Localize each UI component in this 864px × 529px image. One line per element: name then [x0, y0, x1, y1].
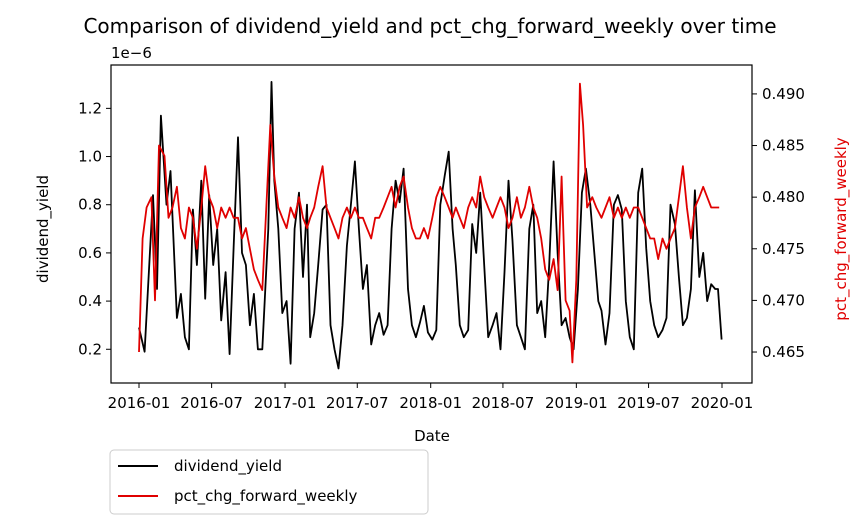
series-line-dividend-yield	[138, 81, 723, 370]
x-axis-label: Date	[414, 427, 450, 445]
legend-label-pct-chg: pct_chg_forward_weekly	[174, 487, 358, 506]
plot-frame	[110, 64, 753, 384]
legend-box	[109, 449, 429, 515]
x-tick-label: 2018-01	[399, 394, 462, 412]
left-tick-label: 1.2	[78, 99, 102, 117]
right-y-axis: 0.465 0.470 0.475 0.480 0.485 0.490	[752, 85, 805, 361]
left-tick-label: 0.2	[78, 340, 102, 358]
series-line-pct-chg-forward-weekly	[138, 82, 720, 364]
left-tick-label: 0.8	[78, 196, 102, 214]
x-axis: 2016-01 2016-07 2017-01 2017-07 2018-01 2018-…	[108, 383, 754, 412]
left-tick-label: 1.0	[78, 148, 102, 166]
right-axis-label: pct_chg_forward_weekly	[832, 137, 851, 321]
left-y-axis: 0.2 0.4 0.6 0.8 1.0 1.2	[78, 99, 111, 358]
x-tick-label: 2017-01	[254, 394, 317, 412]
right-tick-label: 0.470	[762, 291, 805, 309]
right-tick-label: 0.465	[762, 343, 805, 361]
legend: dividend_yield pct_chg_forward_weekly	[109, 449, 429, 515]
legend-label-dividend-yield: dividend_yield	[174, 457, 282, 476]
x-tick-label: 2016-07	[180, 394, 243, 412]
left-tick-label: 0.4	[78, 292, 102, 310]
chart-title: Comparison of dividend_yield and pct_chg…	[83, 14, 776, 38]
left-axis-label: dividend_yield	[34, 175, 53, 283]
x-tick-label: 2017-07	[326, 394, 389, 412]
right-tick-label: 0.475	[762, 240, 805, 258]
right-tick-label: 0.490	[762, 85, 805, 103]
left-axis-offset-text: 1e−6	[111, 44, 152, 62]
left-tick-label: 0.6	[78, 244, 102, 262]
x-tick-label: 2016-01	[108, 394, 171, 412]
right-tick-label: 0.480	[762, 188, 805, 206]
x-tick-label: 2020-01	[691, 394, 754, 412]
x-tick-label: 2019-07	[617, 394, 680, 412]
x-tick-label: 2018-07	[472, 394, 535, 412]
x-tick-label: 2019-01	[545, 394, 608, 412]
plot-area	[138, 81, 723, 370]
right-tick-label: 0.485	[762, 137, 805, 155]
